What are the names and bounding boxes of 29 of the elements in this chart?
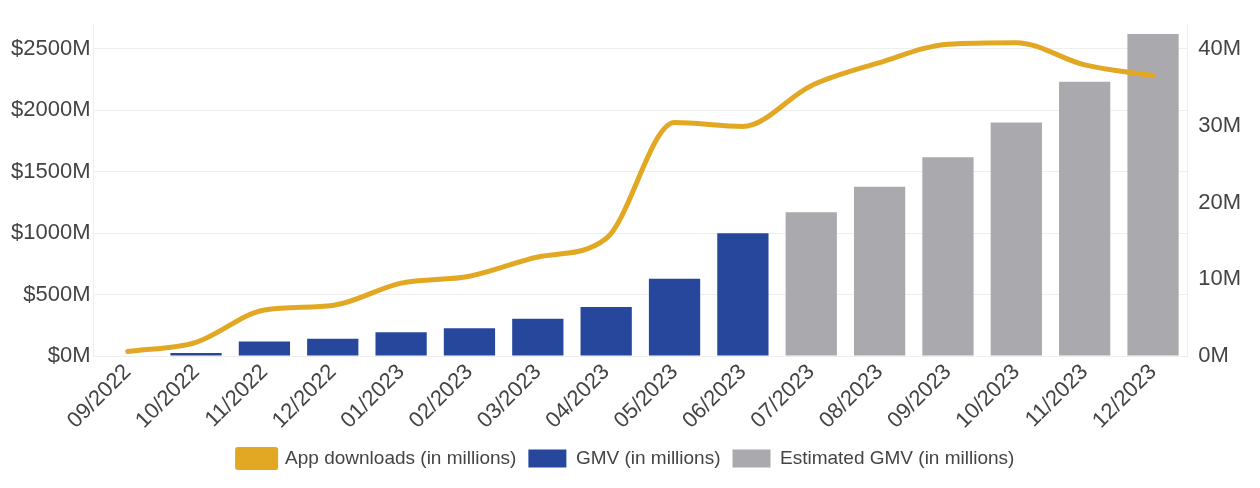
bar bbox=[307, 338, 359, 356]
bar bbox=[648, 278, 701, 356]
y2-tick-label: 20M bbox=[1198, 188, 1241, 214]
bar bbox=[443, 328, 496, 356]
y-tick-label: $2000M bbox=[10, 96, 91, 122]
bar bbox=[717, 233, 769, 356]
bar bbox=[1127, 34, 1179, 356]
bar bbox=[990, 122, 1042, 356]
bar bbox=[238, 341, 291, 356]
legend-label: GMV (in millions) bbox=[575, 446, 721, 468]
y-tick-label: $500M bbox=[23, 280, 91, 306]
y-tick-label: $0M bbox=[47, 342, 91, 368]
y-tick-label: $2500M bbox=[10, 34, 91, 60]
bar bbox=[580, 306, 632, 356]
legend-label: App downloads (in millions) bbox=[285, 446, 517, 468]
y2-tick-label: 40M bbox=[1198, 34, 1241, 60]
bar bbox=[512, 318, 564, 356]
y-tick-label: $1500M bbox=[10, 157, 91, 183]
bar bbox=[922, 157, 974, 356]
legend-label: Estimated GMV (in millions) bbox=[780, 446, 1015, 468]
y2-tick-label: 30M bbox=[1198, 111, 1241, 137]
bar bbox=[170, 353, 222, 356]
bar bbox=[375, 332, 427, 356]
bar bbox=[1059, 81, 1111, 356]
bar bbox=[853, 186, 906, 356]
y2-tick-label: 10M bbox=[1198, 265, 1241, 291]
y2-tick-label: 0M bbox=[1198, 342, 1229, 368]
y-tick-label: $1000M bbox=[10, 219, 91, 245]
bar bbox=[785, 212, 837, 356]
